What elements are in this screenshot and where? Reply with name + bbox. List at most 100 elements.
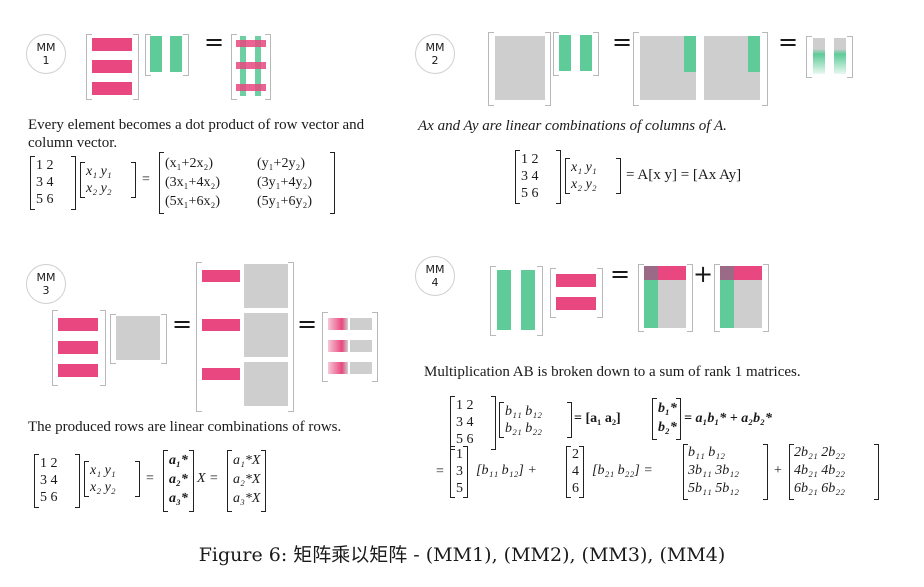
matrix-row: b₁₁ b₁₂ — [505, 404, 542, 419]
mm4-row1: [b₁₁ b₁₂] + — [476, 463, 537, 478]
row-block — [92, 38, 132, 51]
mm2-badge-label: MM — [425, 41, 445, 54]
figure-caption: Figure 6: 矩阵乘以矩阵 - (MM1), (MM2), (MM3), … — [198, 544, 726, 566]
equals-sign: = — [172, 310, 193, 338]
mm3-badge: MM 3 — [26, 264, 66, 304]
equals-sign: = — [142, 172, 150, 187]
mm2-description: Ax and Ay are linear combinations of col… — [418, 118, 727, 134]
bracket — [231, 34, 237, 100]
matrix-cell: (5x₁+6x₂) — [165, 194, 220, 209]
row-block — [556, 297, 596, 310]
matrix-cell: (y₁+2y₂) — [257, 156, 305, 171]
bracket — [183, 34, 189, 76]
result-row — [328, 340, 348, 352]
column-block — [684, 36, 696, 72]
bracket — [265, 34, 271, 100]
column-entry: 2 — [572, 447, 579, 462]
matrix-cell: (5y₁+6y₂) — [257, 194, 312, 209]
mm3-description: The produced rows are linear combination… — [28, 419, 342, 435]
overlap-cell — [644, 266, 658, 280]
dot-product-grid — [236, 36, 266, 96]
matrix-cell: (x₁+2x₂) — [165, 156, 213, 171]
mm1-badge-number: 1 — [42, 54, 50, 67]
matrix-row: 4b₂₁ 4b₂₂ — [794, 463, 845, 478]
matrix-cell: (3y₁+4y₂) — [257, 175, 312, 190]
bracket — [145, 34, 151, 76]
mm4-row2: [b₂₁ b₂₂] = — [592, 463, 653, 478]
result-column — [813, 38, 825, 74]
equals-sign: = — [778, 28, 799, 56]
x-label: X = — [197, 471, 219, 486]
matrix-row: 5 6 — [521, 186, 539, 201]
equals-sign: = — [204, 28, 225, 56]
row-vector: a₃*X — [233, 491, 261, 506]
matrix-row: 2b₂₁ 2b₂₂ — [794, 445, 845, 460]
equals-sign: = — [612, 28, 633, 56]
row-vector: a₂*X — [233, 472, 261, 487]
bracket — [86, 34, 92, 100]
equals-sign: = — [436, 464, 444, 479]
matrix-block — [495, 36, 545, 100]
column-entry: 5 — [456, 481, 463, 496]
mm4-badge: MM 4 — [415, 256, 455, 296]
result-row — [328, 362, 348, 374]
plus-sign: + — [774, 463, 782, 478]
row-vector: a₁*X — [233, 453, 261, 468]
matrix-row: 3 4 — [521, 169, 539, 184]
mm3-badge-label: MM — [36, 271, 56, 284]
column-entry: 4 — [572, 464, 579, 479]
mm4-eq1-tail: = a₁b₁* + a₂b₂* — [684, 411, 772, 426]
row-block — [58, 364, 98, 377]
column-block — [521, 270, 535, 330]
matrix-row: x₁ y₁ — [86, 164, 112, 179]
mm3-badge-number: 3 — [42, 284, 50, 297]
matrix-block — [116, 316, 160, 360]
matrix-block — [244, 313, 288, 357]
plus-sign: + — [693, 260, 714, 288]
matrix-cell: (3x₁+4x₂) — [165, 175, 220, 190]
matrix-row: x₁ y₁ — [571, 160, 597, 175]
row-block — [58, 341, 98, 354]
column-entry: 1 — [456, 447, 463, 462]
matrix-row: 6b₂₁ 6b₂₂ — [794, 481, 845, 496]
column-entry: 3 — [456, 464, 463, 479]
row-block — [556, 274, 596, 287]
row-block — [202, 368, 240, 380]
matrix-row: 3 4 — [40, 473, 58, 488]
column-block — [644, 266, 658, 328]
mm4-badge-label: MM — [425, 263, 445, 276]
equals-sign: = — [297, 310, 318, 338]
mm4-eq1: = [a₁ a₂] — [574, 411, 621, 426]
row-vector: a₂* — [169, 472, 188, 487]
matrix-row: 5 6 — [36, 192, 54, 207]
matrix-row: b₁₁ b₁₂ — [688, 445, 725, 460]
row-vector: b₁* — [658, 401, 677, 416]
overlap-cell — [720, 266, 734, 280]
mm1-badge-label: MM — [36, 41, 56, 54]
matrix-row: 5 6 — [40, 490, 58, 505]
equals-sign: = — [146, 471, 154, 486]
row-vector: a₃* — [169, 491, 188, 506]
row-block — [202, 270, 240, 282]
column-entry: 6 — [572, 481, 579, 496]
equals-sign: = — [610, 260, 631, 288]
row-block — [202, 319, 240, 331]
matrix-block — [244, 264, 288, 308]
mm1-description: Every element becomes a dot product of r… — [28, 117, 365, 151]
column-block — [170, 36, 182, 72]
matrix-row: 1 2 — [456, 398, 474, 413]
matrix-row: x₂ y₂ — [86, 181, 112, 196]
matrix-row: x₁ y₁ — [90, 463, 116, 478]
mm4-badge-number: 4 — [431, 276, 439, 289]
column-block — [559, 35, 571, 71]
column-block — [497, 270, 511, 330]
column-block — [150, 36, 162, 72]
matrix-row: 1 2 — [521, 152, 539, 167]
matrix-row: x₂ y₂ — [571, 177, 597, 192]
matrix-row: 3b₁₁ 3b₁₂ — [688, 463, 739, 478]
matrix-row: 1 2 — [40, 456, 58, 471]
column-block — [580, 35, 592, 71]
row-block — [58, 318, 98, 331]
mm2-badge-number: 2 — [431, 54, 439, 67]
column-block — [720, 266, 734, 328]
